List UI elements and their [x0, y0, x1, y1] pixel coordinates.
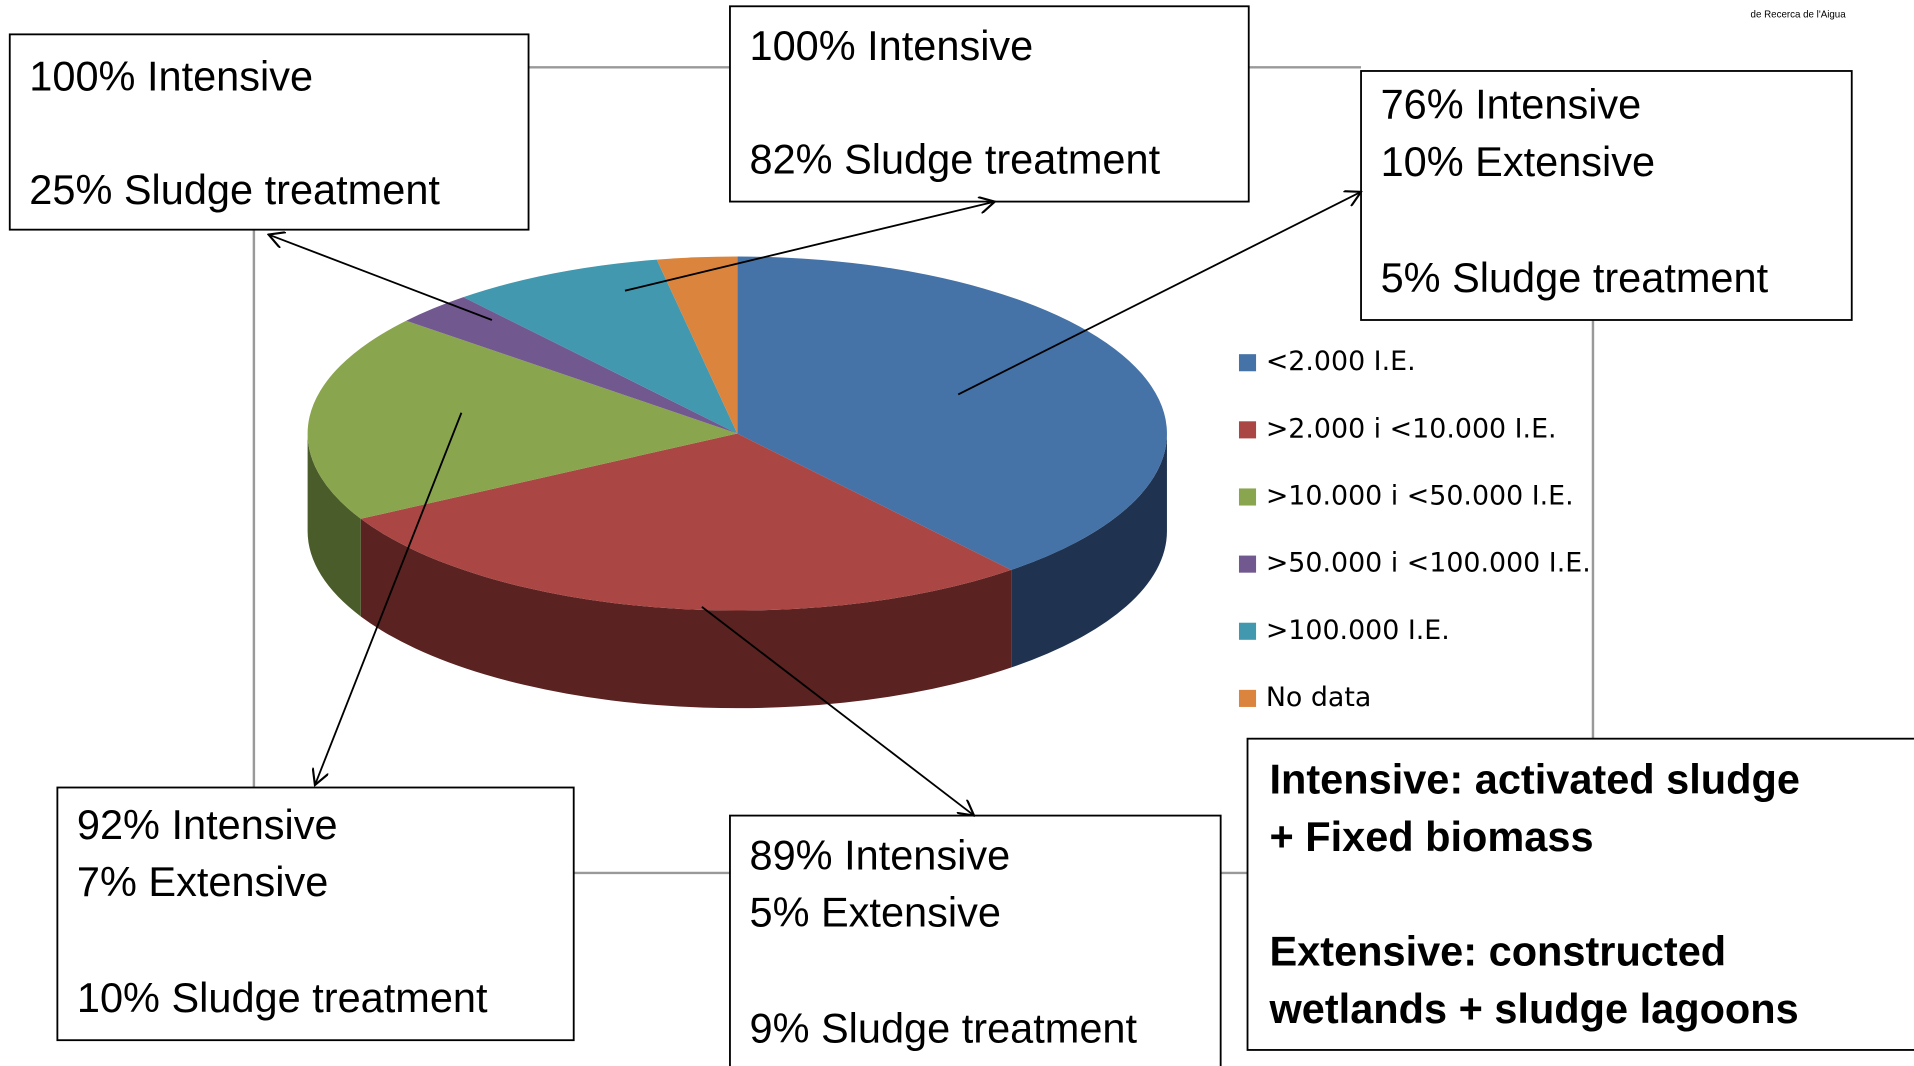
legend-swatch — [1238, 689, 1257, 707]
annotation-text: 92% Intensive — [77, 801, 338, 848]
annotation-box — [1360, 70, 1853, 321]
legend-label: >2.000 i <10.000 I.E. — [1266, 413, 1557, 444]
legend-label: No data — [1266, 682, 1372, 713]
annotation-text: 10% Extensive — [1381, 138, 1656, 185]
annotation-text: 100% Intensive — [29, 52, 313, 99]
annotation-box — [8, 33, 530, 231]
definitions-box — [1246, 737, 1914, 1051]
legend-swatch — [1238, 622, 1257, 640]
arrows — [269, 192, 1361, 816]
slice-side — [307, 433, 361, 617]
definition-text: wetlands + sludge lagoons — [1268, 985, 1798, 1032]
slice — [406, 297, 738, 434]
definition-text: Extensive: constructed — [1269, 928, 1726, 975]
definition-text: + Fixed biomass — [1269, 813, 1593, 860]
legend-label: >100.000 I.E. — [1266, 615, 1450, 646]
slice — [656, 256, 738, 434]
slice — [463, 259, 738, 434]
annotation-text: 82% Sludge treatment — [749, 135, 1160, 182]
legend-swatch — [1238, 488, 1257, 506]
slice-side — [1011, 433, 1167, 668]
logo-text: de Recerca de l'Aigua — [1751, 9, 1847, 20]
definition-text: Intensive: activated sludge — [1269, 756, 1799, 803]
annotation-text: 76% Intensive — [1381, 81, 1642, 128]
slice — [737, 256, 1167, 570]
annotation-text: 89% Intensive — [749, 831, 1010, 878]
annotation-text: 9% Sludge treatment — [749, 1005, 1137, 1052]
slice — [307, 320, 738, 519]
annotation-box — [56, 786, 575, 1042]
legend-swatch — [1238, 354, 1257, 372]
pie — [307, 256, 1167, 709]
annotation-text: 100% Intensive — [749, 22, 1033, 69]
annotation-text: 7% Extensive — [77, 858, 328, 905]
annotation-text: 5% Extensive — [749, 889, 1000, 936]
slice-side — [360, 518, 1012, 709]
legend-swatch — [1238, 555, 1257, 573]
legend-swatch — [1238, 421, 1257, 439]
annotation-text: 25% Sludge treatment — [29, 166, 440, 213]
legend-label: >50.000 i <100.000 I.E. — [1266, 548, 1591, 579]
legend-label: >10.000 i <50.000 I.E. — [1266, 480, 1574, 511]
annotation-text: 10% Sludge treatment — [77, 974, 488, 1021]
legend-label: <2.000 I.E. — [1266, 346, 1416, 377]
annotations: 100% Intensive 25% Sludge treatment 100% I… — [8, 5, 1914, 1066]
connectors — [252, 66, 1595, 875]
annotation-text: 5% Sludge treatment — [1381, 254, 1769, 301]
slice — [360, 433, 1012, 611]
annotation-box — [729, 814, 1222, 1066]
